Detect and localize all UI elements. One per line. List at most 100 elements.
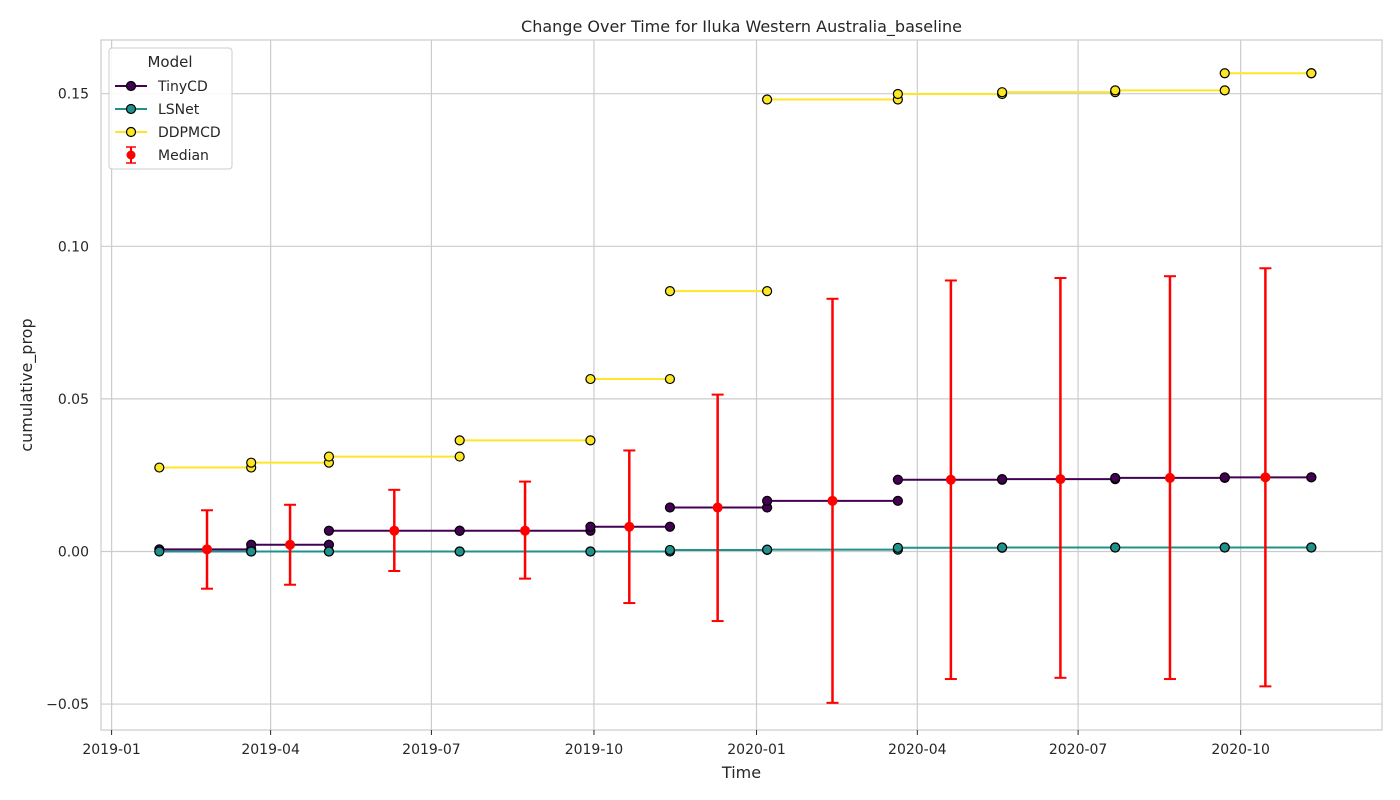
data-point (1110, 472, 1121, 484)
x-tick-label: 2020-04 (888, 742, 947, 758)
median-point (827, 495, 838, 506)
y-tick-label: −0.05 (46, 697, 89, 713)
data-point (1306, 68, 1317, 79)
x-axis-label: Time (721, 763, 761, 782)
data-point (762, 544, 773, 555)
data-point (762, 495, 773, 506)
data-point (664, 544, 676, 556)
data-point (454, 525, 465, 536)
data-point (997, 87, 1008, 98)
data-point (323, 451, 335, 462)
median-point (389, 525, 400, 536)
median-point (945, 474, 956, 485)
data-point (585, 521, 596, 532)
y-tick-label: 0.15 (58, 87, 89, 103)
data-point (1306, 472, 1317, 483)
y-axis-label: cumulative_prop (17, 318, 37, 451)
median-point (520, 525, 531, 536)
data-point (664, 502, 676, 513)
data-point (892, 474, 903, 485)
median-errorbar (1163, 275, 1176, 681)
median-point (1260, 472, 1271, 483)
grid (101, 40, 1382, 730)
legend: Model TinyCD LSNet DDPMCD Median (108, 47, 233, 170)
data-point (246, 457, 257, 468)
legend-entry-median: Median (126, 146, 209, 164)
legend-label: LSNet (158, 102, 200, 118)
median-point (202, 544, 213, 555)
data-point (1219, 68, 1230, 79)
legend-marker (126, 150, 136, 160)
y-axis-ticks: −0.05 0.00 0.05 0.10 0.15 (46, 87, 89, 713)
legend-marker (125, 126, 137, 138)
legend-label: DDPMCD (158, 125, 221, 141)
y-tick-label: 0.00 (58, 544, 89, 560)
median-point (624, 521, 635, 532)
chart-title: Change Over Time for Iluka Western Austr… (521, 17, 962, 37)
legend-entry-tinycd: TinyCD (115, 79, 208, 95)
legend-entry-ddpmcd: DDPMCD (115, 125, 221, 141)
legend-label: Median (158, 148, 209, 164)
data-point (454, 546, 465, 557)
data-point (1110, 85, 1121, 96)
data-point (246, 546, 257, 557)
data-point (323, 525, 335, 536)
median-errorbar (519, 480, 532, 580)
data-point (762, 94, 773, 105)
data-point (585, 546, 596, 557)
median-point (1055, 474, 1066, 485)
median-errorbar (1259, 267, 1272, 688)
x-tick-label: 2019-07 (402, 742, 461, 758)
data-point (997, 542, 1008, 553)
data-point (454, 451, 465, 462)
data-point (323, 546, 335, 557)
data-point (892, 495, 903, 506)
data-point (762, 286, 773, 297)
plot-frame (100, 39, 1383, 731)
median-errorbar (623, 449, 636, 605)
data-point (1219, 472, 1230, 483)
x-tick-label: 2019-01 (82, 742, 141, 758)
x-tick-label: 2020-10 (1211, 742, 1270, 758)
legend-box (108, 47, 233, 170)
data-point (1306, 542, 1317, 553)
median-layer (201, 267, 1272, 704)
data-point (664, 286, 676, 297)
median-errorbar (826, 297, 839, 704)
legend-entry-lsnet: LSNet (115, 102, 200, 118)
data-point (454, 435, 465, 446)
median-errorbar (1054, 277, 1067, 679)
median-point (712, 502, 723, 513)
legend-label: TinyCD (157, 79, 208, 95)
median-errorbar (944, 279, 957, 681)
series-ddpmcd (154, 68, 1317, 473)
median-errorbar (284, 503, 297, 586)
data-point (1110, 542, 1121, 553)
y-tick-label: 0.05 (58, 392, 89, 408)
data-point (997, 474, 1008, 485)
series-layer (154, 68, 1317, 557)
data-point (1219, 542, 1230, 553)
legend-marker (125, 103, 137, 115)
data-point (664, 521, 676, 532)
y-tick-label: 0.10 (58, 239, 89, 255)
median-errorbar (711, 393, 724, 623)
x-axis-ticks: 2019-01 2019-04 2019-07 2019-10 2020-01 2020-… (82, 730, 1270, 758)
legend-title: Model (147, 53, 192, 71)
legend-marker (125, 80, 137, 92)
data-point (154, 462, 165, 473)
x-tick-label: 2019-10 (565, 742, 624, 758)
median-point (285, 539, 296, 550)
data-point (664, 373, 676, 385)
median-errorbar (388, 488, 401, 573)
data-point (892, 542, 903, 553)
legend-entries: TinyCD LSNet DDPMCD Median (115, 79, 221, 164)
x-tick-label: 2019-04 (241, 742, 300, 758)
data-point (585, 373, 596, 385)
median-point (1164, 472, 1175, 483)
x-tick-label: 2020-07 (1049, 742, 1108, 758)
data-point (1219, 85, 1230, 96)
x-tick-label: 2020-01 (727, 742, 786, 758)
